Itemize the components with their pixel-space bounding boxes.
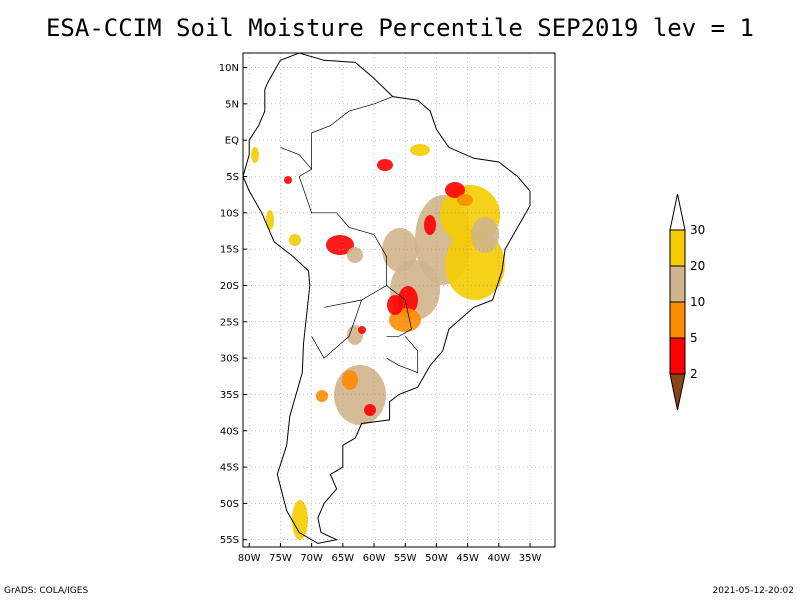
legend-swatch	[669, 337, 686, 375]
graticule-grid	[243, 53, 555, 547]
map-frame	[242, 52, 556, 548]
lon-tick-label: 75W	[269, 553, 292, 564]
legend-swatch	[669, 373, 686, 411]
lat-tick-label: 10N	[219, 63, 239, 74]
legend-label: 30	[690, 223, 705, 237]
lon-tick-label: 45W	[456, 553, 479, 564]
coastline-borders	[242, 52, 531, 544]
lon-tick-label: 50W	[425, 553, 448, 564]
legend-label: 2	[690, 367, 698, 381]
lat-tick-label: 40S	[220, 426, 239, 437]
lat-tick-label: 20S	[220, 281, 239, 292]
legend-swatch	[669, 265, 686, 303]
footer-credit: GrADS: COLA/IGES	[4, 586, 89, 596]
footer-timestamp: 2021-05-12-20:02	[712, 586, 795, 596]
lat-tick-label: 25S	[220, 317, 239, 328]
legend-swatch	[669, 193, 686, 231]
longitude-ticks: 80W 75W 70W 65W 60W 55W 50W 45W 40W 35W	[238, 543, 542, 564]
color-legend: 30 20 10 5 2	[669, 193, 705, 411]
lat-tick-label: 5S	[226, 172, 239, 183]
legend-label: 20	[690, 259, 705, 273]
lon-tick-label: 55W	[394, 553, 417, 564]
legend-swatch	[669, 301, 686, 339]
latitude-ticks: 10N 5N EQ 5S 10S 15S 20S 25S 30S 35S 40S 45S 50S 55S	[219, 63, 247, 546]
lat-tick-label: 50S	[220, 499, 239, 510]
percentile-shading	[251, 144, 505, 540]
lon-tick-label: 80W	[238, 553, 261, 564]
lat-tick-label: 55S	[220, 535, 239, 546]
lat-tick-label: 15S	[220, 245, 239, 256]
legend-label: 5	[690, 331, 698, 345]
lat-tick-label: 45S	[220, 463, 239, 474]
lat-tick-label: 5N	[225, 99, 239, 110]
lon-tick-label: 70W	[300, 553, 323, 564]
legend-swatch	[669, 229, 686, 267]
legend-label: 10	[690, 295, 705, 309]
map-title: ESA-CCIM Soil Moisture Percentile SEP201…	[45, 14, 754, 42]
lat-tick-label: 10S	[220, 208, 239, 219]
lat-tick-label: EQ	[225, 136, 239, 147]
lat-tick-label: 30S	[220, 354, 239, 365]
lon-tick-label: 40W	[488, 553, 511, 564]
lon-tick-label: 65W	[332, 553, 355, 564]
lon-tick-label: 60W	[363, 553, 386, 564]
lon-tick-label: 35W	[519, 553, 542, 564]
lat-tick-label: 35S	[220, 390, 239, 401]
